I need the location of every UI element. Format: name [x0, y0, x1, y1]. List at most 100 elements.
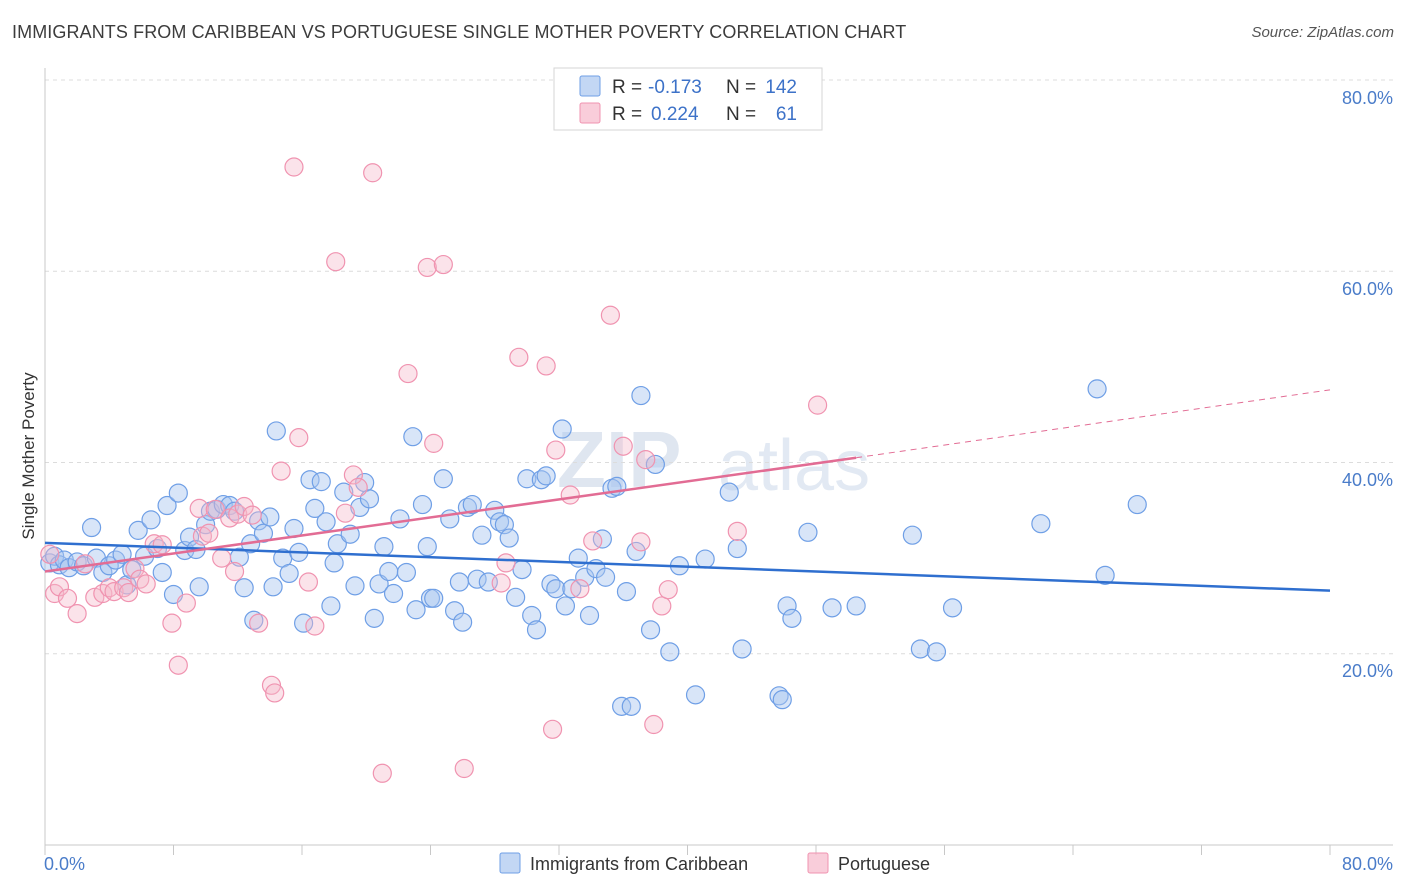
portuguese-point-62 [644, 714, 664, 735]
trend-lines [44, 389, 1331, 592]
caribbean-point-60 [364, 608, 384, 628]
x-tick-label-80: 80.0% [1342, 854, 1393, 874]
y-tick-label-80: 80.0% [1342, 88, 1393, 108]
portuguese-point-59 [613, 436, 633, 456]
caribbean-point-119 [727, 538, 747, 559]
x-tick-label-0: 0.0% [44, 854, 85, 874]
caribbean-point-111 [631, 385, 651, 406]
portuguese-point-64 [658, 580, 678, 600]
portuguese-point-36 [298, 572, 319, 592]
legend-n-value-2: 61 [776, 104, 797, 125]
caribbean-point-104 [595, 567, 616, 587]
portuguese-point-3 [57, 588, 78, 608]
caribbean-point-62 [374, 537, 394, 557]
caribbean-point-15 [128, 520, 148, 540]
portuguese-point-45 [417, 257, 437, 278]
caribbean-point-97 [555, 596, 576, 616]
caribbean-point-38 [253, 523, 274, 543]
portuguese-point-2 [49, 577, 70, 597]
caribbean-point-107 [612, 696, 632, 716]
legend-r-label-1: R = [612, 77, 642, 98]
legend-n-label-1: N = [726, 77, 756, 98]
portuguese-point-17 [162, 613, 182, 633]
legend-n-value-1: 142 [765, 77, 797, 98]
caribbean-point-134 [1095, 565, 1115, 585]
caribbean-point-77 [453, 612, 473, 632]
caribbean-point-126 [822, 598, 842, 618]
caribbean-point-120 [732, 639, 752, 659]
y-tick-label-60: 60.0% [1342, 279, 1393, 299]
caribbean-point-66 [396, 562, 417, 583]
y-axis-title: Single Mother Poverty [19, 372, 38, 540]
caribbean-point-103 [592, 529, 612, 549]
caribbean-point-46 [294, 613, 314, 633]
legend-n-label-2: N = [726, 104, 756, 125]
portuguese-point-61 [636, 450, 656, 470]
caribbean-point-86 [499, 528, 519, 548]
caribbean-point-68 [406, 600, 426, 620]
caribbean-point-132 [1031, 514, 1051, 534]
caribbean-point-39 [260, 507, 280, 527]
portuguese-point-29 [242, 505, 262, 525]
caribbean-point-108 [616, 581, 637, 602]
caribbean-point-43 [279, 563, 299, 584]
portuguese-point-30 [249, 613, 269, 633]
caribbean-point-40 [263, 577, 283, 597]
portuguese-point-48 [454, 758, 474, 779]
y-tick-label-40: 40.0% [1342, 470, 1393, 490]
caribbean-point-95 [546, 579, 566, 599]
portuguese-point-20 [189, 498, 209, 518]
caribbean-point-76 [449, 572, 470, 592]
caribbean-point-49 [311, 472, 331, 492]
caribbean-point-88 [512, 559, 532, 580]
portuguese-point-27 [228, 504, 248, 524]
caribbean-point-90 [522, 605, 542, 626]
portuguese-point-18 [168, 655, 188, 675]
portuguese-point-52 [536, 356, 556, 376]
caribbean-point-124 [782, 608, 802, 628]
caribbean-point-56 [345, 576, 365, 596]
caribbean-point-109 [621, 696, 641, 716]
caribbean-point-135 [1127, 494, 1147, 515]
legend-swatch-portuguese [579, 102, 601, 124]
series-portuguese-points [40, 157, 828, 783]
portuguese-point-65 [727, 521, 747, 541]
portuguese-point-41 [348, 477, 368, 497]
portuguese-point-47 [424, 433, 444, 453]
portuguese-point-63 [652, 596, 672, 616]
bottom-legend-label-portuguese: Portuguese [838, 854, 930, 874]
caribbean-point-118 [719, 482, 739, 502]
portuguese-point-51 [509, 347, 529, 367]
bottom-legend-label-caribbean: Immigrants from Caribbean [530, 854, 748, 874]
trend-line-portuguese-extension [856, 389, 1331, 459]
caribbean-point-34 [234, 578, 254, 598]
bottom-legend-swatch-portuguese [807, 852, 829, 874]
portuguese-point-23 [205, 499, 225, 519]
caribbean-point-116 [685, 685, 706, 705]
caribbean-point-50 [316, 512, 336, 532]
caribbean-point-73 [433, 469, 453, 489]
caribbean-point-51 [321, 596, 341, 616]
caribbean-point-99 [568, 548, 588, 568]
caribbean-point-79 [462, 494, 482, 515]
caribbean-point-7 [81, 517, 102, 538]
caribbean-point-112 [640, 620, 661, 640]
caribbean-point-129 [910, 639, 931, 659]
caribbean-point-80 [467, 569, 487, 589]
portuguese-point-40 [343, 465, 363, 485]
caribbean-point-87 [506, 587, 526, 607]
portuguese-point-34 [284, 157, 304, 177]
caribbean-point-70 [417, 537, 437, 557]
caribbean-point-133 [1087, 379, 1107, 399]
caribbean-point-110 [626, 541, 646, 562]
portuguese-point-0 [40, 544, 60, 564]
caribbean-point-72 [424, 588, 444, 608]
caribbean-point-48 [305, 498, 325, 518]
caribbean-point-81 [472, 525, 492, 545]
caribbean-point-59 [359, 489, 380, 509]
portuguese-point-33 [271, 461, 291, 481]
axes [44, 68, 1393, 855]
portuguese-point-53 [542, 719, 563, 739]
portuguese-point-35 [289, 428, 309, 448]
